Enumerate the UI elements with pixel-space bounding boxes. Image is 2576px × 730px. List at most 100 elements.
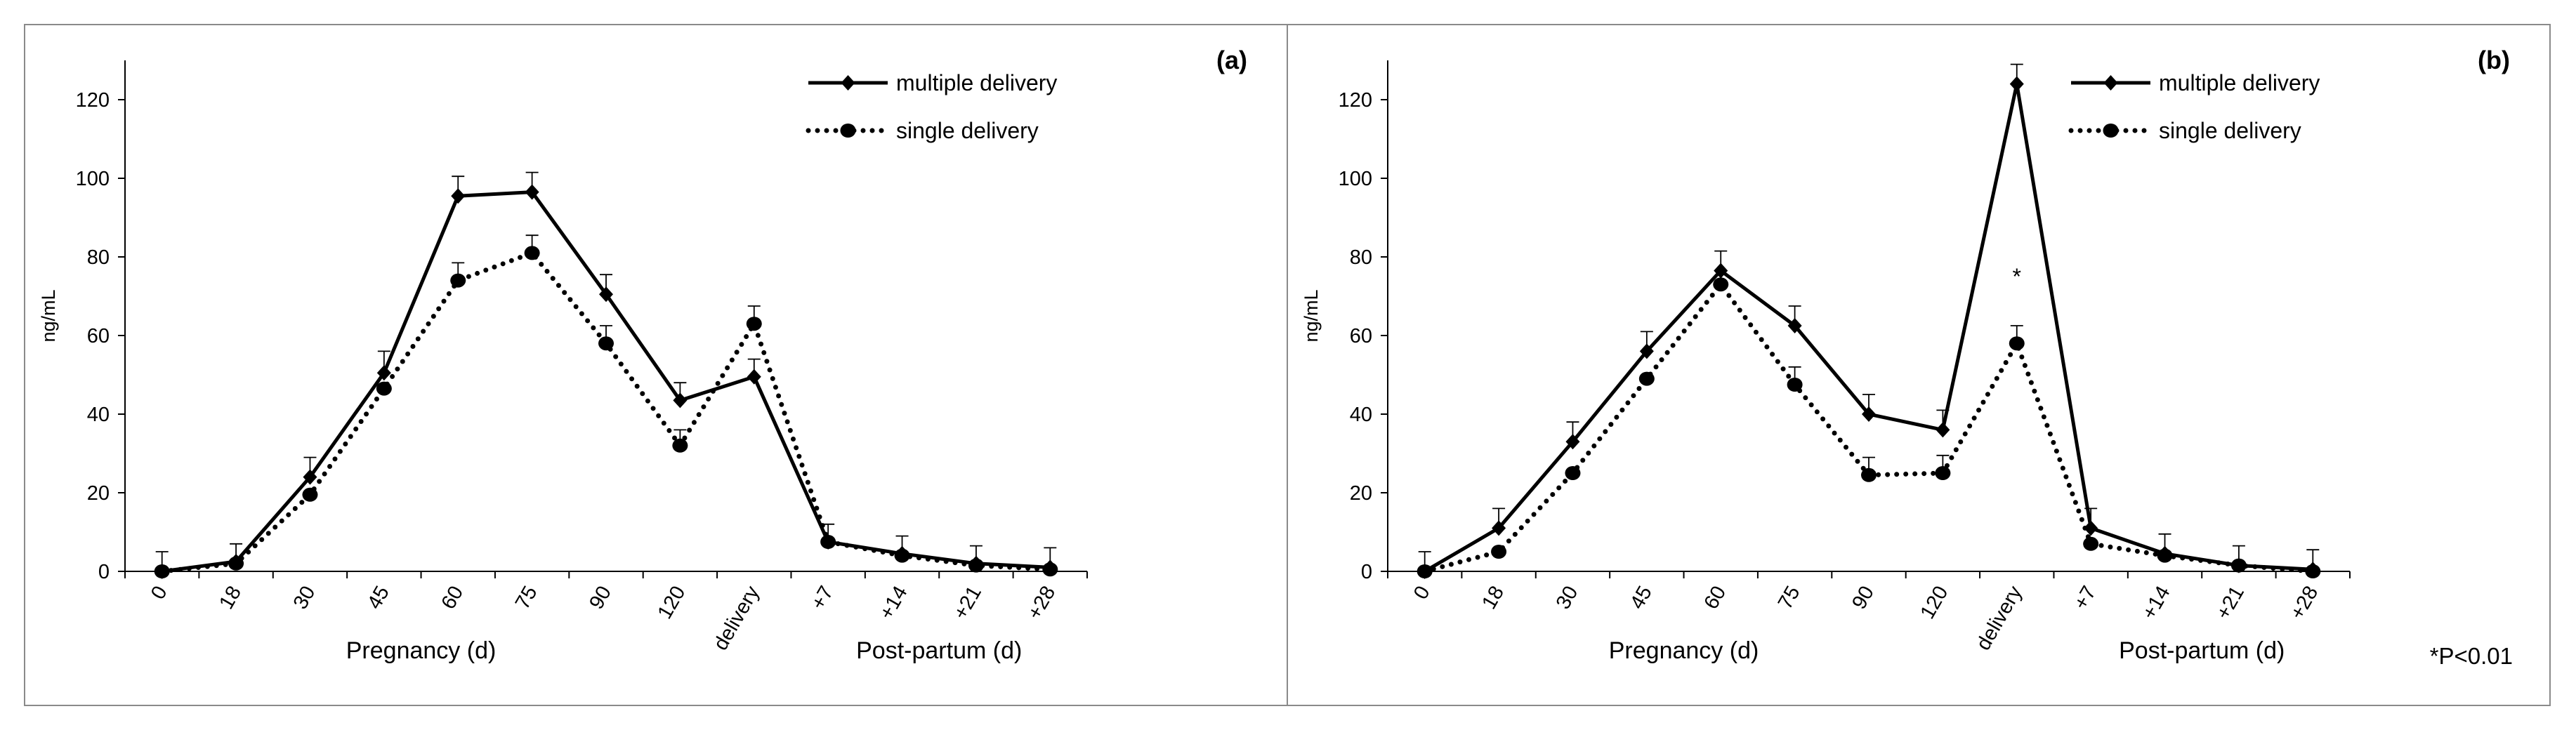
legend-marker (840, 124, 856, 138)
panel-label: (b) (2478, 46, 2510, 74)
legend-label: single delivery (896, 118, 1039, 143)
x-tick-label: +21 (2212, 583, 2249, 624)
x-group-label: Pregnancy (d) (1609, 637, 1759, 664)
data-point (1787, 378, 1803, 392)
x-tick-label: 30 (1552, 583, 1583, 613)
data-point (1787, 318, 1802, 333)
legend-marker (2103, 75, 2118, 91)
data-point (1638, 371, 1655, 386)
y-tick-label: 20 (1350, 482, 1372, 505)
y-tick-label: 120 (76, 89, 110, 112)
series-line (162, 190, 1051, 573)
legend-marker (841, 75, 855, 91)
series-single-delivery (154, 234, 1058, 578)
y-tick-label: 0 (98, 561, 110, 583)
x-tick-label: 0 (1409, 583, 1435, 604)
series-single-delivery (1417, 277, 2321, 578)
data-point (673, 392, 688, 409)
data-point (1565, 434, 1580, 450)
significance-marker: * (2013, 264, 2021, 289)
data-point (2084, 520, 2098, 536)
y-tick-label: 20 (87, 482, 110, 505)
data-point (376, 381, 392, 396)
x-tick-label: 60 (437, 583, 468, 613)
data-point (1714, 263, 1728, 279)
data-point (2083, 536, 2099, 551)
data-point (1936, 422, 1950, 438)
y-tick-label: 60 (1350, 325, 1372, 347)
data-point (450, 273, 466, 288)
data-point (1565, 466, 1581, 480)
data-point (672, 438, 688, 453)
data-point (303, 469, 317, 485)
chart-svg-b: 0 20 40 60 80 100 120 0 18 30 45 60 75 90 120 delivery +… (1301, 46, 2510, 664)
legend-label: multiple delivery (2159, 70, 2320, 95)
data-point (2230, 558, 2247, 573)
y-tick-label: 40 (87, 404, 110, 426)
legend: multiple delivery single delivery (2068, 70, 2320, 143)
y-tick-label: 0 (1361, 561, 1372, 583)
y-axis-label: ng/mL (38, 289, 59, 342)
data-point (524, 246, 540, 260)
x-tick-label: 60 (1700, 583, 1730, 613)
data-point (228, 556, 244, 571)
data-point (1417, 564, 1433, 578)
x-tick-label: +14 (2138, 583, 2174, 624)
x-tick-label: 45 (363, 583, 394, 613)
x-tick-label: 0 (147, 583, 172, 604)
chart-svg-a: 0 20 40 60 80 100 120 0 18 30 45 60 75 90 120 delivery +… (38, 46, 1247, 664)
data-point (376, 365, 391, 381)
chart-panel-b: 0 20 40 60 80 100 120 0 18 30 45 60 75 90 120 delivery +… (1287, 24, 2551, 706)
data-point (1935, 466, 1951, 480)
legend-label: single delivery (2159, 118, 2301, 143)
data-point (302, 487, 318, 502)
data-point (1491, 545, 1507, 559)
y-tick-label: 40 (1350, 404, 1372, 426)
data-point (1492, 520, 1506, 536)
y-tick-label: 100 (76, 168, 110, 190)
y-tick-label: 60 (87, 325, 110, 347)
x-tick-label: +7 (2070, 583, 2101, 614)
y-tick-label: 120 (1339, 89, 1372, 112)
footnote: *P<0.01 (2429, 643, 2513, 669)
data-point (968, 558, 984, 573)
x-tick-label: 30 (289, 583, 320, 613)
series-line (1422, 281, 2315, 574)
x-tick-label: 120 (1917, 583, 1953, 623)
data-point (598, 336, 614, 351)
legend: multiple delivery single delivery (806, 70, 1057, 143)
legend-marker (2103, 124, 2119, 138)
x-group-label: Post-partum (d) (856, 637, 1022, 664)
data-point (2157, 548, 2173, 563)
y-tick-label: 80 (1350, 246, 1372, 269)
x-tick-label: 90 (1848, 583, 1879, 613)
panel-label: (a) (1216, 46, 1247, 74)
x-tick-label: +14 (875, 583, 912, 624)
legend-label: multiple delivery (896, 70, 1057, 95)
data-point (1713, 277, 1729, 292)
x-group-label: Pregnancy (d) (346, 637, 497, 664)
data-point (1862, 406, 1876, 422)
data-point (746, 317, 762, 331)
data-point (1639, 343, 1654, 359)
data-point (525, 184, 539, 200)
x-tick-label: +7 (807, 583, 838, 614)
x-tick-label: +28 (2286, 583, 2322, 624)
y-tick-label: 100 (1339, 168, 1372, 190)
y-axis-label: ng/mL (1301, 289, 1322, 342)
y-tick-label: 80 (87, 246, 110, 269)
x-tick-label: 75 (1774, 583, 1805, 613)
data-point (2305, 564, 2321, 578)
x-group-label: Post-partum (d) (2119, 637, 2285, 664)
data-point (820, 535, 836, 549)
x-tick-label: 120 (654, 583, 690, 623)
x-tick-label: 45 (1626, 583, 1657, 613)
x-tick-label: 18 (1478, 583, 1509, 613)
data-point (747, 369, 761, 385)
x-tick-label: delivery (709, 582, 764, 654)
series-line (1424, 82, 2313, 573)
data-point (599, 286, 613, 303)
x-tick-label: 18 (215, 583, 246, 613)
chart-panel-a: 0 20 40 60 80 100 120 0 18 30 45 60 75 90 120 delivery +… (24, 24, 1288, 706)
x-tick-label: +28 (1023, 583, 1060, 624)
